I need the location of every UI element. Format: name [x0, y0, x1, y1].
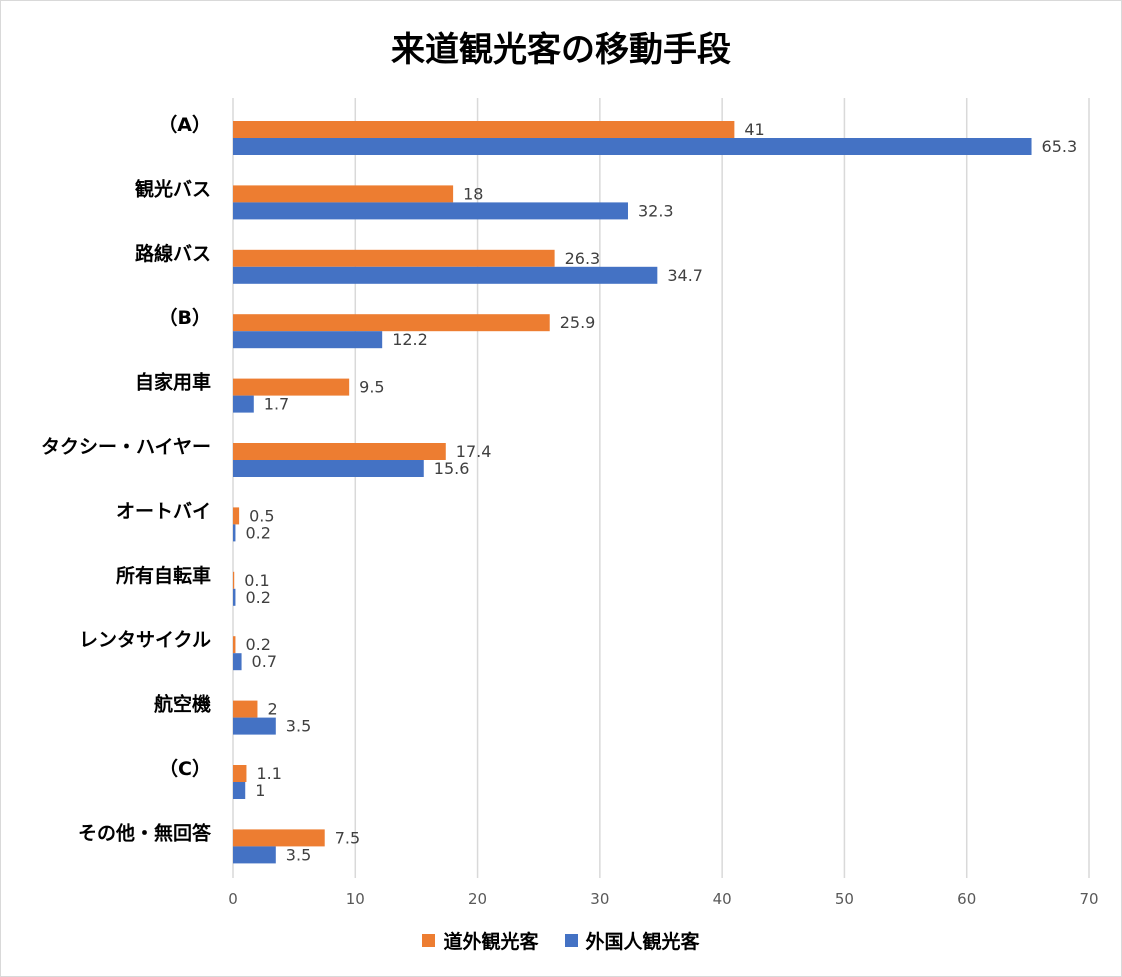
category-label: 所有自転車 — [116, 564, 211, 587]
bar-foreign — [233, 717, 276, 735]
bars — [233, 121, 1032, 864]
category-label: （A） — [158, 113, 211, 136]
bar-foreign — [233, 524, 236, 542]
data-labels: 41 65.3 18 32.3 26.3 34.7 25.9 12.2 9.5 1.7 17.415… — [244, 120, 1077, 864]
data-label-domestic: 0.1 — [244, 571, 269, 590]
category-label: タクシー・ハイヤー — [41, 436, 211, 458]
data-label-foreign: 32.3 — [638, 201, 674, 220]
legend-item-foreign: 外国人観光客 — [564, 927, 700, 954]
category-label: レンタサイクル — [79, 629, 211, 651]
data-label-domestic: 9.5 — [359, 378, 384, 397]
bar-domestic — [233, 636, 236, 654]
bar-foreign — [233, 138, 1032, 155]
bar-domestic — [233, 571, 235, 589]
category-label: 観光バス — [135, 177, 211, 200]
data-label-foreign: 15.6 — [434, 459, 470, 478]
data-label-domestic: 41 — [744, 120, 764, 139]
category-label: 航空機 — [154, 693, 211, 716]
x-tick-label: 30 — [590, 890, 609, 908]
bar-domestic — [233, 121, 735, 138]
data-label-foreign: 65.3 — [1042, 137, 1078, 156]
data-label-foreign: 3.5 — [286, 845, 311, 864]
legend-swatch-domestic — [422, 934, 436, 947]
legend-swatch-foreign — [564, 934, 578, 947]
category-label: オートバイ — [116, 500, 211, 522]
data-label-domestic: 2 — [267, 700, 277, 719]
data-label-domestic: 0.5 — [249, 506, 274, 525]
legend: 道外観光客 外国人観光客 — [0, 927, 1122, 954]
bar-domestic — [233, 443, 446, 460]
data-label-domestic: 1.1 — [256, 764, 281, 783]
data-label-domestic: 18 — [463, 184, 483, 203]
category-label: 路線バス — [135, 242, 211, 265]
bar-foreign — [233, 266, 658, 284]
category-label: その他・無回答 — [78, 821, 212, 844]
bar-foreign — [233, 782, 246, 799]
bar-domestic — [233, 378, 350, 396]
bar-domestic — [233, 507, 240, 525]
data-label-domestic: 17.4 — [456, 442, 492, 461]
bar-domestic — [233, 829, 325, 847]
category-label: （B） — [159, 306, 211, 329]
data-label-foreign: 0.2 — [245, 523, 270, 542]
data-label-foreign: 0.2 — [245, 588, 270, 607]
x-tick-label: 10 — [346, 890, 365, 908]
bar-domestic — [233, 700, 258, 718]
bar-foreign — [233, 588, 236, 606]
bar-foreign — [233, 846, 276, 864]
x-tick-labels: 0 10 20 30 40 50 60 70 — [228, 890, 1098, 908]
data-label-foreign: 3.5 — [286, 717, 311, 736]
data-label-foreign: 1 — [255, 781, 265, 800]
bar-foreign — [233, 395, 254, 413]
legend-label-foreign: 外国人観光客 — [585, 931, 700, 953]
gridlines — [232, 98, 1090, 878]
bar-domestic — [233, 249, 555, 267]
data-label-domestic: 0.2 — [245, 635, 270, 654]
x-tick-label: 20 — [468, 890, 487, 908]
data-label-foreign: 12.2 — [392, 330, 428, 349]
bar-domestic — [233, 185, 454, 203]
bar-domestic — [233, 765, 247, 782]
x-tick-label: 60 — [957, 890, 976, 908]
data-label-domestic: 25.9 — [560, 313, 596, 332]
x-tick-label: 40 — [713, 890, 732, 908]
bar-domestic — [233, 314, 550, 332]
data-label-foreign: 0.7 — [252, 652, 277, 671]
bar-foreign — [233, 202, 628, 220]
x-tick-label: 50 — [835, 890, 854, 908]
category-label: （C） — [159, 757, 211, 780]
data-label-foreign: 34.7 — [667, 266, 703, 285]
bar-foreign — [233, 653, 242, 671]
category-label: 自家用車 — [135, 371, 211, 394]
data-label-domestic: 7.5 — [335, 828, 360, 847]
chart-title: 来道観光客の移動手段 — [391, 30, 731, 70]
data-label-domestic: 26.3 — [565, 249, 601, 268]
bar-foreign — [233, 460, 424, 477]
legend-item-domestic: 道外観光客 — [422, 927, 539, 954]
x-tick-label: 70 — [1079, 890, 1098, 908]
data-label-foreign: 1.7 — [264, 395, 289, 414]
x-tick-label: 0 — [228, 890, 238, 908]
bar-foreign — [233, 331, 383, 349]
legend-label-domestic: 道外観光客 — [443, 931, 539, 953]
